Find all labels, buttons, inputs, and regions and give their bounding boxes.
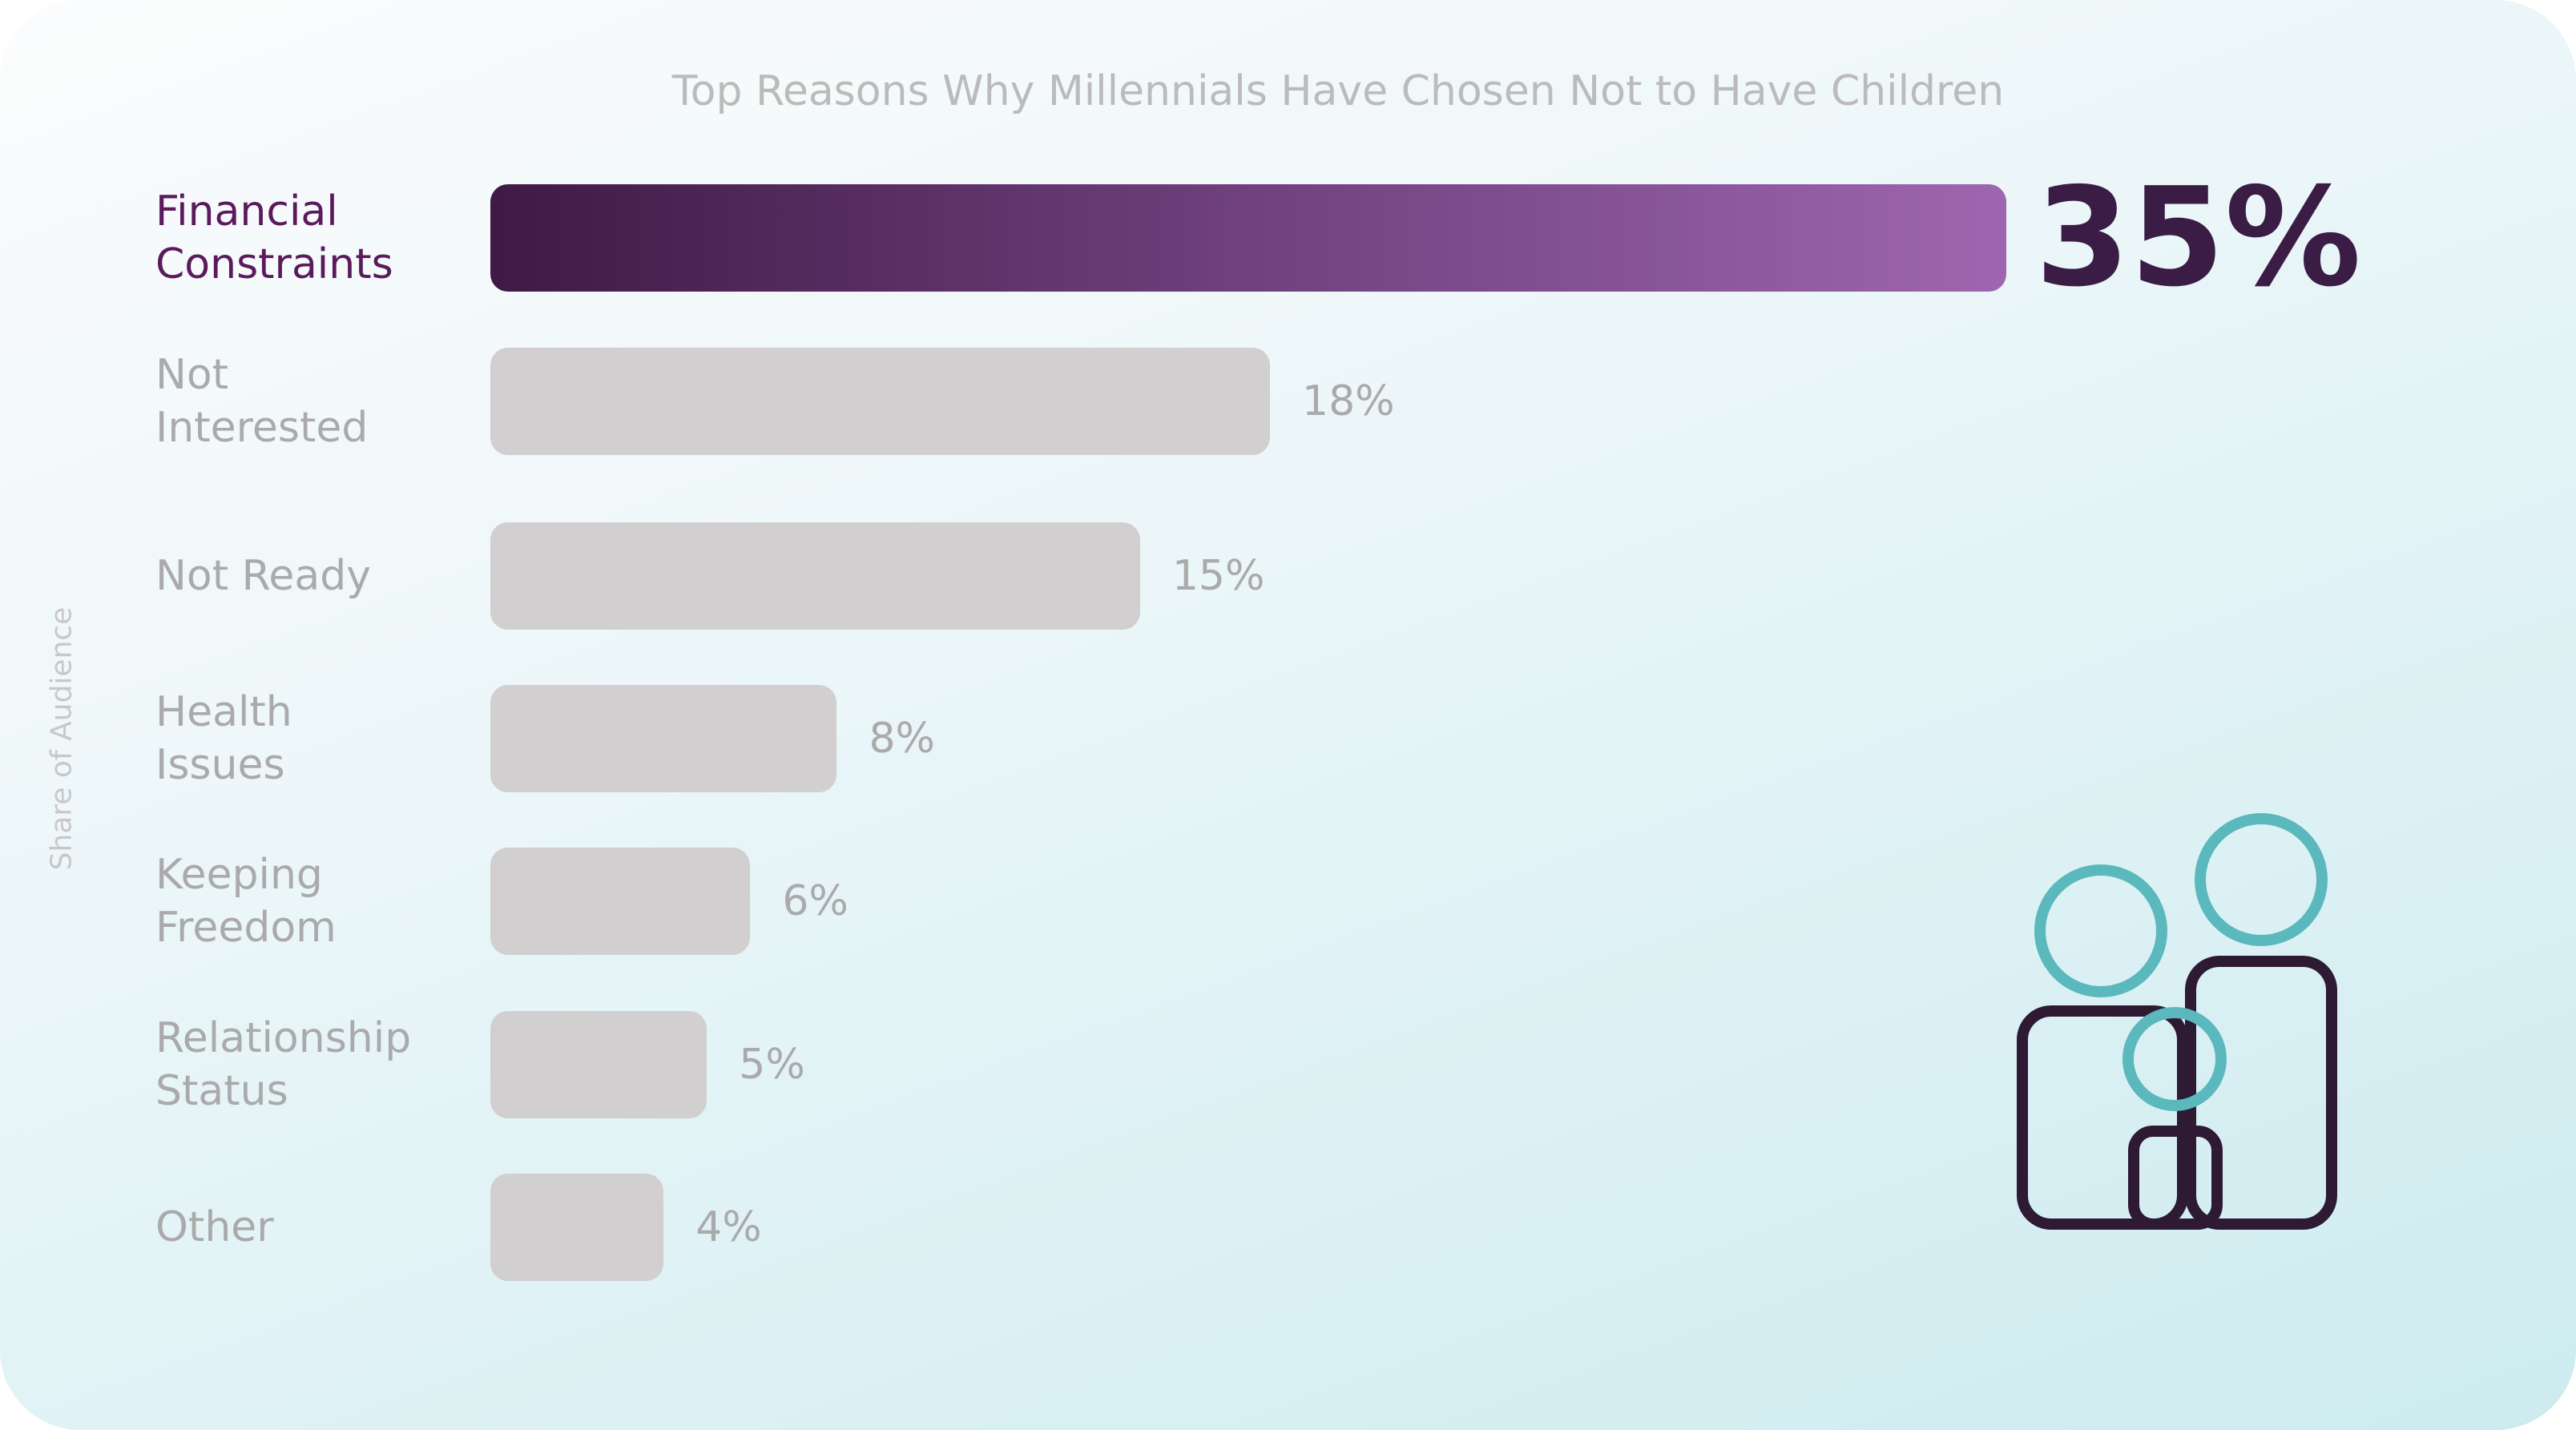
value-label: 8% [869, 715, 935, 763]
category-label: Relationship Status [155, 1014, 412, 1115]
value-label: 6% [782, 877, 849, 925]
value-label: 15% [1171, 552, 1265, 600]
bar [490, 1011, 707, 1118]
category-label: Not Interested [155, 351, 369, 452]
child-body-icon [2128, 1126, 2223, 1230]
bar [490, 348, 1271, 455]
bar [490, 685, 837, 792]
family-icon [2017, 813, 2337, 1230]
parent-right-head-icon [2195, 813, 2328, 946]
parent-left-head-icon [2034, 864, 2167, 997]
value-label: 18% [1302, 377, 1395, 425]
chart-title: Top Reasons Why Millennials Have Chosen … [671, 67, 2005, 115]
category-label: Not Ready [155, 552, 372, 600]
y-axis-label: Share of Audience [45, 606, 79, 871]
bar [490, 848, 751, 955]
child-head-icon [2122, 1007, 2227, 1111]
value-label: 4% [695, 1203, 762, 1251]
bar [490, 1174, 664, 1281]
category-label: Financial Constraints [155, 187, 393, 288]
bar [490, 184, 2006, 292]
bar [490, 522, 1140, 630]
category-label: Keeping Freedom [155, 851, 337, 952]
parent-left-body-icon [2017, 1005, 2188, 1230]
value-label: 35% [2035, 159, 2361, 317]
category-label: Health Issues [155, 688, 292, 789]
value-label: 5% [739, 1041, 805, 1089]
parent-right-body-icon [2185, 956, 2337, 1230]
category-label: Other [155, 1203, 274, 1251]
